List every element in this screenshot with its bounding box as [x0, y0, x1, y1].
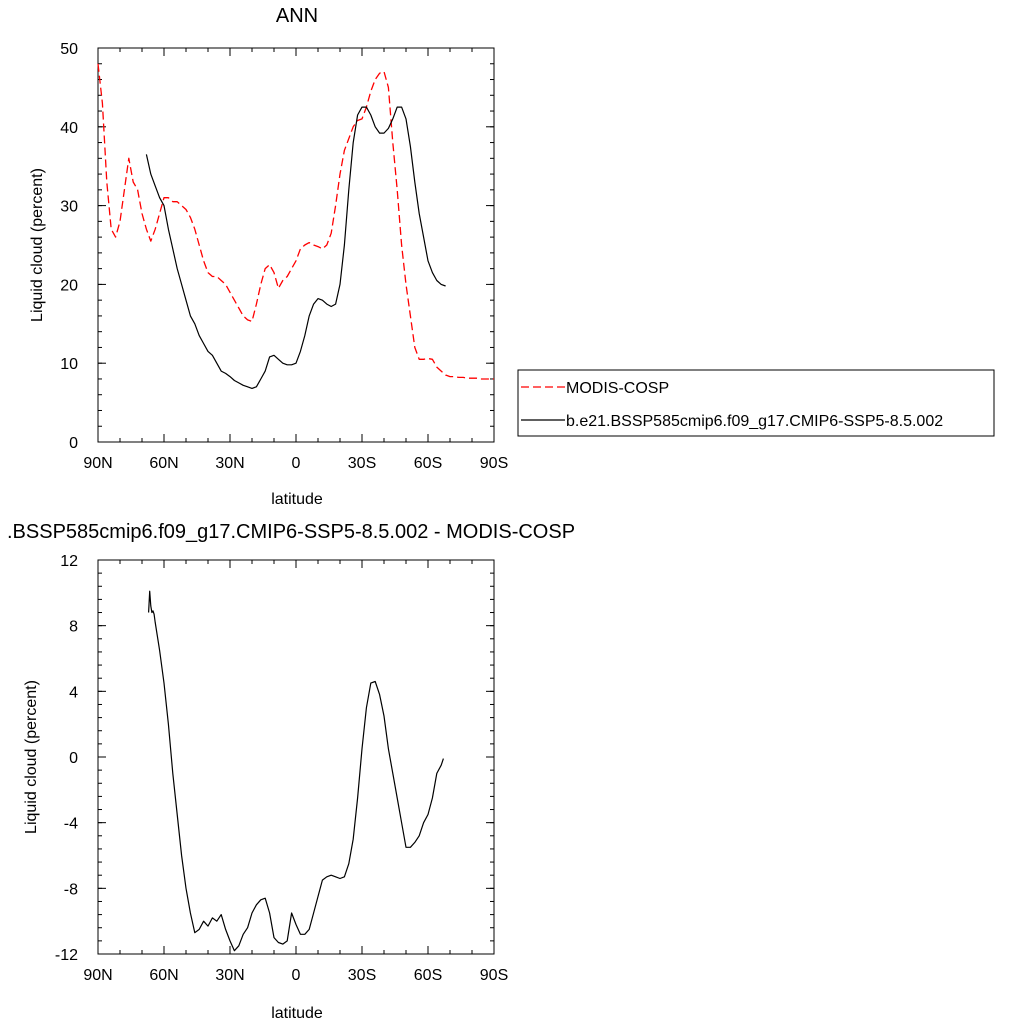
bottom-chart-title: .BSSP585cmip6.f09_g17.CMIP6-SSP5-8.5.002… [7, 521, 575, 543]
top-x-tick-label: 90N [83, 455, 112, 472]
bottom-y-tick-label: 4 [69, 684, 78, 701]
bottom-x-tick-label: 60S [414, 967, 442, 984]
top-x-tick-label: 60N [149, 455, 178, 472]
top-panel: ANN Liquid cloud (percent) latitude 90N 6… [29, 5, 508, 508]
legend-box [517, 369, 995, 437]
top-x-tick-label: 60S [414, 455, 442, 472]
top-y-tick-label: 20 [60, 277, 78, 294]
bottom-y-tick-label: -12 [55, 947, 78, 964]
bottom-y-axis-label: Liquid cloud (percent) [23, 680, 40, 834]
bottom-x-tick-label: 90S [480, 967, 508, 984]
bottom-x-axis-label: latitude [271, 1005, 323, 1022]
bottom-y-tick-label: 8 [69, 619, 78, 636]
bottom-y-tick-label: 0 [69, 750, 78, 767]
legend-label-modis: MODIS-COSP [566, 380, 669, 397]
top-x-tick-label: 30N [215, 455, 244, 472]
top-series-line-modis [97, 63, 494, 380]
top-x-tick-label: 30S [348, 455, 376, 472]
top-y-tick-label: 50 [60, 41, 78, 58]
bottom-y-tick-label: 12 [60, 553, 78, 570]
bottom-y-tick-label: -8 [64, 881, 78, 898]
legend-label-model: b.e21.BSSP585cmip6.f09_g17.CMIP6-SSP5-8.… [566, 413, 943, 430]
top-x-tick-label: 0 [292, 455, 301, 472]
top-x-tick-label: 90S [480, 455, 508, 472]
bottom-x-tick-label: 0 [292, 967, 301, 984]
bottom-plot-frame [97, 559, 495, 955]
top-axis-ticks: 90N 60N 30N 0 30S 60S 90S 0 10 20 30 40 50 [60, 41, 508, 472]
top-plot-frame [97, 47, 495, 443]
top-y-tick-label: 30 [60, 199, 78, 216]
top-x-axis-label: latitude [271, 491, 323, 508]
bottom-x-tick-label: 30S [348, 967, 376, 984]
top-y-tick-label: 0 [69, 435, 78, 452]
bottom-x-tick-label: 30N [215, 967, 244, 984]
bottom-axis-ticks: 90N 60N 30N 0 30S 60S 90S -12 -8 -4 0 4 8 12 [55, 553, 508, 984]
bottom-panel: .BSSP585cmip6.f09_g17.CMIP6-SSP5-8.5.002… [7, 521, 575, 1022]
bottom-y-tick-label: -4 [64, 816, 78, 833]
top-y-tick-label: 40 [60, 120, 78, 137]
top-y-axis-label: Liquid cloud (percent) [29, 168, 46, 322]
top-series-line-model [145, 106, 446, 389]
bottom-series-group [148, 590, 444, 952]
bottom-series-line-difference [148, 590, 444, 952]
top-y-tick-label: 10 [60, 356, 78, 373]
top-series-group [97, 63, 494, 389]
legend: MODIS-COSP b.e21.BSSP585cmip6.f09_g17.CM… [517, 369, 995, 437]
bottom-x-tick-label: 90N [83, 967, 112, 984]
bottom-x-tick-label: 60N [149, 967, 178, 984]
top-chart-title: ANN [276, 5, 318, 27]
